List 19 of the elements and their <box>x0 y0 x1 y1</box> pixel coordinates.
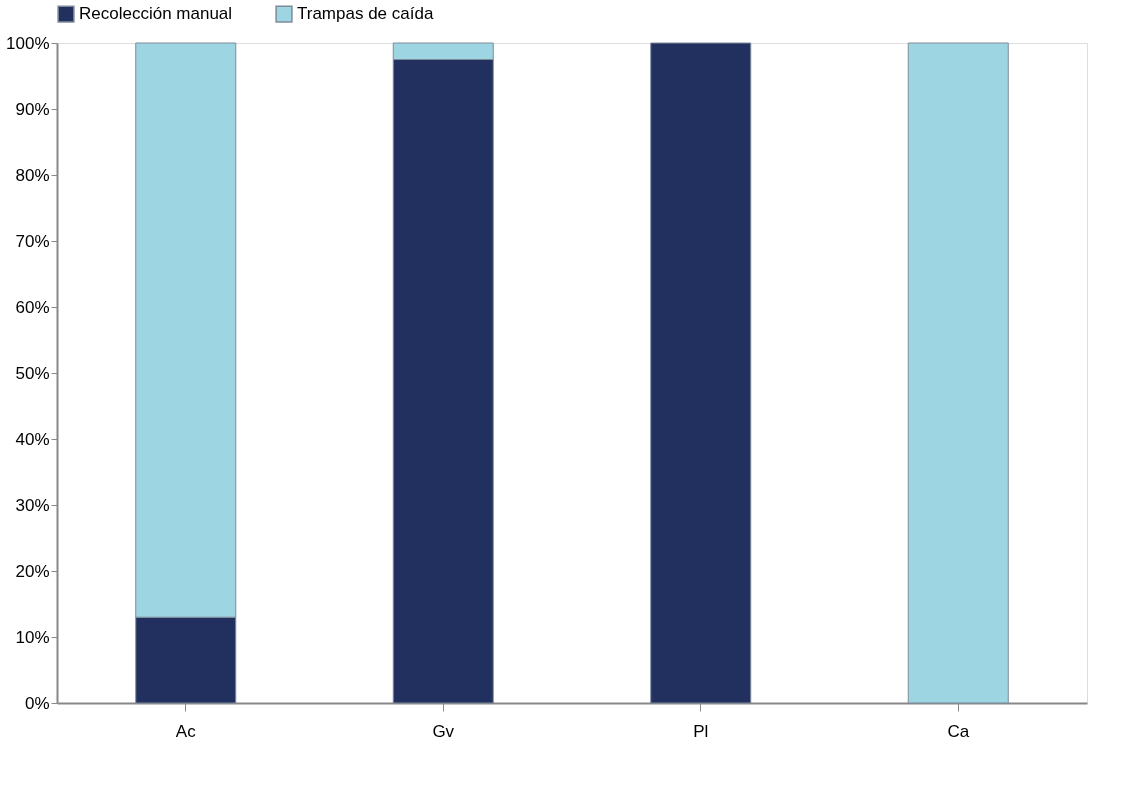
y-tick-label: 30% <box>15 495 50 515</box>
y-tick-label: 20% <box>15 561 50 581</box>
legend-label: Recolección manual <box>79 4 233 24</box>
y-tick-label: 10% <box>15 627 50 647</box>
x-tick-label: Gv <box>432 721 455 741</box>
y-tick-label: 70% <box>15 231 50 251</box>
x-tick-label: Pl <box>693 721 709 741</box>
x-tick-label: Ca <box>947 721 970 741</box>
y-tick-label: 40% <box>15 429 50 449</box>
y-tick-label: 90% <box>15 99 50 119</box>
legend-label: Trampas de caída <box>297 4 434 24</box>
y-tick-label: 100% <box>6 33 50 53</box>
bar <box>907 42 1009 704</box>
y-tick-label: 50% <box>15 363 50 383</box>
y-tick-label: 0% <box>24 693 50 713</box>
x-tick-label: Ac <box>175 721 197 741</box>
y-tick-label: 80% <box>15 165 50 185</box>
y-tick-label: 60% <box>15 297 50 317</box>
bar <box>650 42 752 704</box>
